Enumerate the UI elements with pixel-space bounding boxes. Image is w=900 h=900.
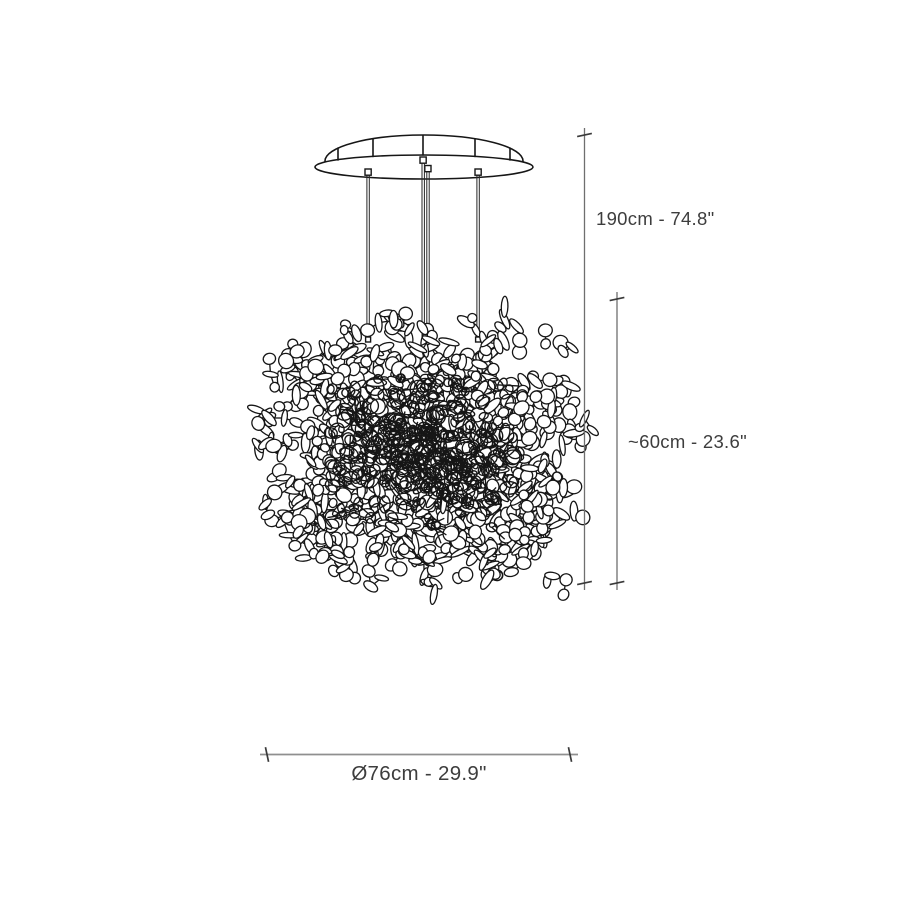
- wire-left: [366, 175, 370, 340]
- dimension-body-height: ~60cm - 23.6": [609, 292, 747, 590]
- body-height-top-tick: [609, 296, 625, 302]
- overall-height-bottom-tick: [576, 580, 593, 586]
- overall-height-top-tick: [576, 132, 593, 138]
- cluster-dense-core: [323, 373, 522, 544]
- cluster-leaf-sprigs: [246, 295, 599, 606]
- canopy-rim-facets: [337, 134, 511, 161]
- canopy-rim-arc: [324, 134, 524, 162]
- body-height-bottom-tick: [609, 580, 625, 586]
- dimension-diameter: Ø76cm - 29.9": [260, 746, 578, 785]
- wire-left-end-connector: [364, 336, 372, 343]
- dimension-overall-height: 190cm - 74.8": [576, 128, 714, 590]
- body-height-label: ~60cm - 23.6": [628, 431, 747, 452]
- diameter-right-tick: [567, 746, 573, 763]
- wire-right: [476, 175, 480, 340]
- diameter-left-tick: [264, 746, 270, 763]
- diameter-label: Ø76cm - 29.9": [351, 762, 486, 785]
- overall-height-label: 190cm - 74.8": [596, 208, 714, 229]
- chandelier-body-cluster: [246, 295, 599, 606]
